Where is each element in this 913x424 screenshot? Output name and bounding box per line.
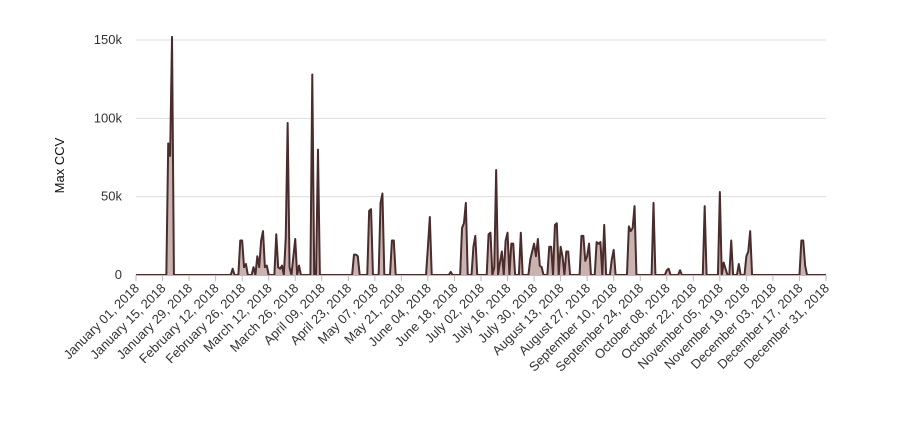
y-tick-labels: 0 50k 100k 150k — [94, 32, 123, 282]
series-area — [136, 35, 826, 276]
y-tick-label: 0 — [115, 267, 122, 282]
series-fill — [136, 36, 826, 276]
y-tick-label: 100k — [94, 110, 123, 125]
y-tick-label: 150k — [94, 32, 123, 47]
series-line — [136, 35, 826, 276]
y-grid — [136, 39, 826, 198]
y-tick-label: 50k — [101, 189, 122, 204]
y-axis-title: Max CCV — [52, 137, 67, 193]
